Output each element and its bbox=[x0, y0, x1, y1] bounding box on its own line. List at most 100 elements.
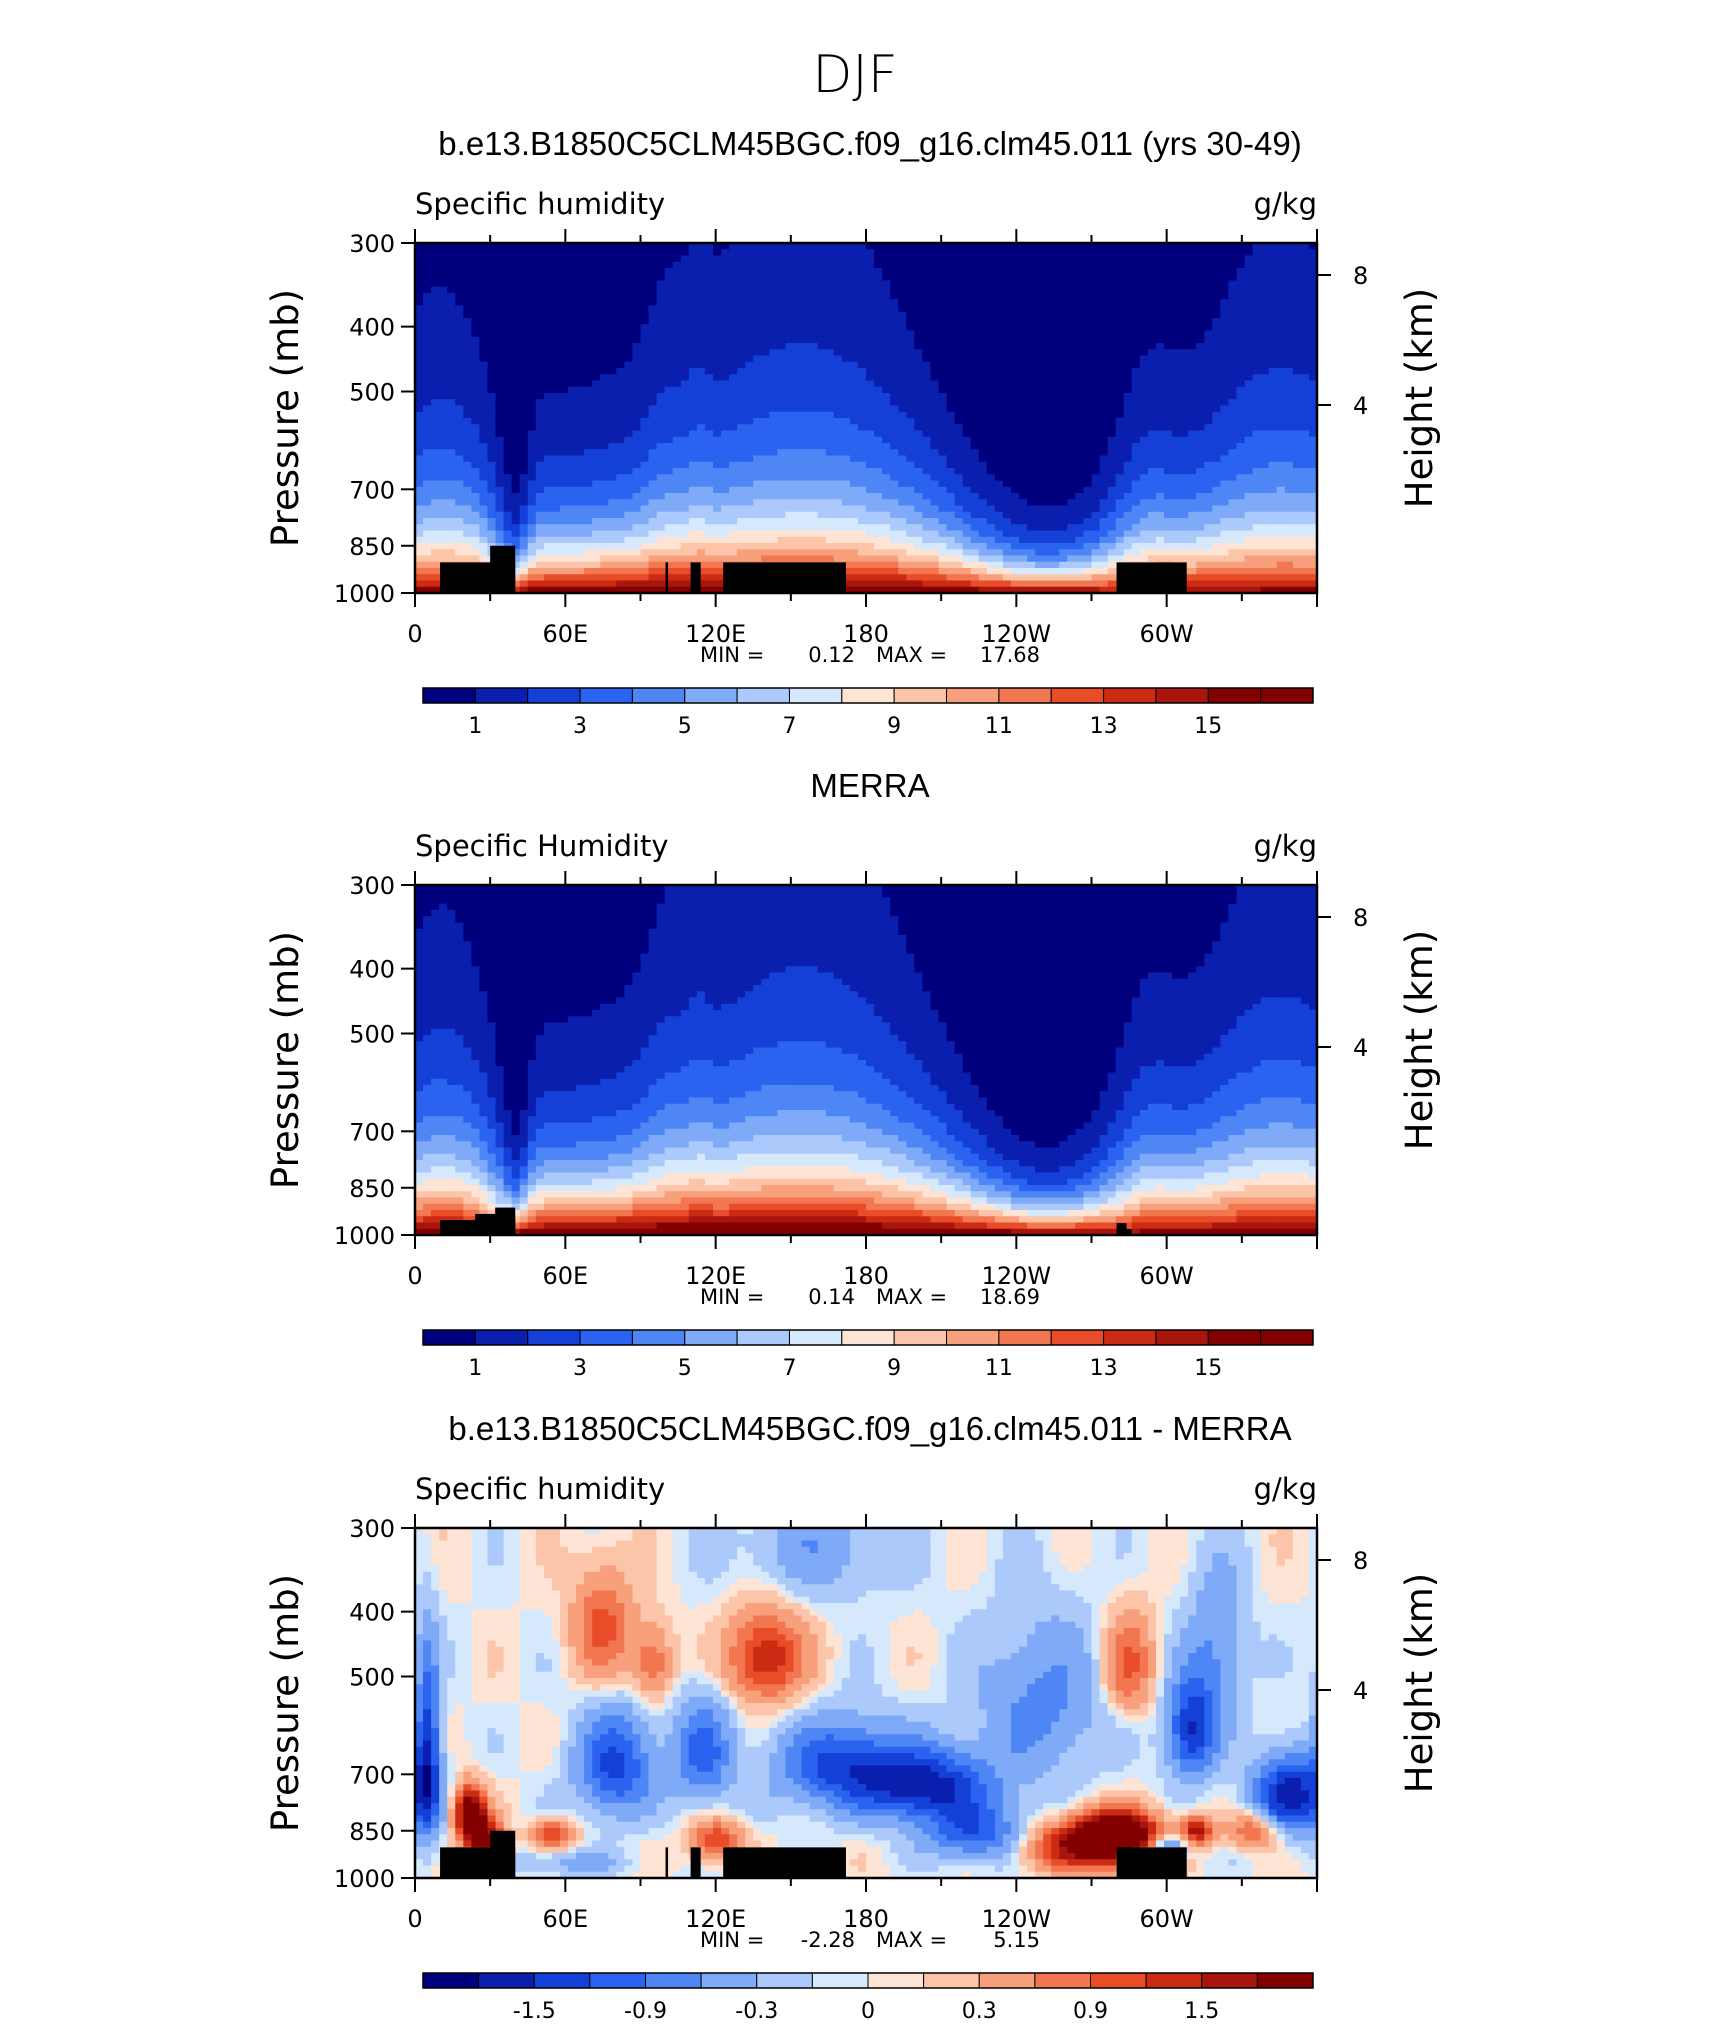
field-cell bbox=[543, 368, 553, 375]
field-cell bbox=[704, 311, 714, 319]
field-cell bbox=[1155, 374, 1165, 382]
field-cell bbox=[495, 380, 505, 388]
field-cell bbox=[463, 493, 472, 500]
field-cell bbox=[479, 399, 489, 407]
field-cell bbox=[592, 499, 601, 507]
field-cell bbox=[1180, 318, 1189, 325]
field-cell bbox=[986, 355, 996, 363]
field-cell bbox=[1268, 480, 1278, 488]
field-cell bbox=[946, 480, 956, 488]
field-cell bbox=[463, 430, 472, 438]
field-cell bbox=[1300, 355, 1310, 363]
field-cell bbox=[898, 286, 907, 294]
field-cell bbox=[688, 418, 698, 425]
field-cell bbox=[761, 486, 770, 494]
field-cell bbox=[874, 374, 883, 382]
field-cell bbox=[535, 336, 545, 344]
field-cell bbox=[1139, 405, 1149, 413]
field-cell bbox=[1228, 293, 1238, 300]
field-cell bbox=[906, 255, 915, 263]
field-cell bbox=[1188, 443, 1197, 450]
field-cell bbox=[648, 355, 658, 363]
field-cell bbox=[978, 349, 988, 357]
field-cell bbox=[970, 368, 980, 375]
field-cell bbox=[1075, 261, 1085, 269]
field-cell bbox=[1163, 274, 1173, 282]
field-cell bbox=[1212, 468, 1221, 475]
field-cell bbox=[930, 299, 940, 307]
field-cell bbox=[753, 436, 762, 444]
field-cell bbox=[890, 249, 899, 257]
field-cell bbox=[769, 386, 779, 394]
field-cell bbox=[1010, 324, 1020, 332]
field-cell bbox=[447, 311, 456, 319]
field-cell bbox=[648, 249, 658, 257]
field-cell bbox=[801, 280, 811, 288]
field-cell bbox=[882, 486, 891, 494]
field-cell bbox=[1139, 424, 1149, 432]
field-cell bbox=[1244, 443, 1254, 450]
field-cell bbox=[849, 393, 859, 400]
field-cell bbox=[817, 386, 827, 394]
field-cell bbox=[608, 418, 617, 425]
field-cell bbox=[1002, 468, 1012, 475]
field-cell bbox=[616, 468, 625, 475]
field-cell bbox=[721, 468, 730, 475]
field-cell bbox=[1252, 486, 1262, 494]
field-cell bbox=[576, 374, 585, 382]
field-cell bbox=[849, 305, 859, 313]
field-cell bbox=[841, 436, 851, 444]
field-cell bbox=[954, 399, 964, 407]
field-cell bbox=[1300, 293, 1310, 300]
field-cell bbox=[1099, 261, 1109, 269]
field-cell bbox=[423, 386, 432, 394]
field-cell bbox=[986, 274, 996, 282]
field-cell bbox=[1099, 374, 1109, 382]
field-cell bbox=[1059, 330, 1068, 338]
field-cell bbox=[1260, 480, 1270, 488]
field-cell bbox=[576, 349, 585, 357]
field-cell bbox=[503, 436, 513, 444]
field-cell bbox=[568, 443, 577, 450]
field-cell bbox=[568, 255, 577, 263]
field-cell bbox=[503, 418, 513, 425]
field-cell bbox=[1083, 424, 1093, 432]
field-cell bbox=[890, 418, 899, 425]
field-cell bbox=[946, 449, 956, 457]
field-cell bbox=[1163, 293, 1173, 300]
field-cell bbox=[495, 368, 505, 375]
field-cell bbox=[729, 299, 738, 307]
field-cell bbox=[704, 436, 714, 444]
field-cell bbox=[986, 424, 996, 432]
field-cell bbox=[1268, 424, 1278, 432]
field-cell bbox=[793, 324, 803, 332]
field-cell bbox=[882, 249, 891, 257]
field-cell bbox=[1107, 286, 1117, 294]
field-cell bbox=[906, 511, 915, 519]
field-cell bbox=[1308, 361, 1318, 369]
field-cell bbox=[423, 380, 432, 388]
field-cell bbox=[1099, 336, 1109, 344]
field-cell bbox=[632, 280, 642, 288]
field-cell bbox=[1131, 474, 1141, 482]
field-cell bbox=[616, 261, 625, 269]
field-cell bbox=[761, 318, 770, 325]
field-cell bbox=[616, 393, 625, 400]
field-cell bbox=[1107, 330, 1117, 338]
field-cell bbox=[962, 299, 972, 307]
field-cell bbox=[938, 399, 948, 407]
field-cell bbox=[495, 436, 505, 444]
field-cell bbox=[890, 324, 899, 332]
field-cell bbox=[1300, 255, 1310, 263]
field-cell bbox=[1260, 355, 1270, 363]
field-cell bbox=[825, 368, 835, 375]
field-cell bbox=[1220, 286, 1230, 294]
field-cell bbox=[1115, 336, 1125, 344]
field-cell bbox=[1308, 355, 1318, 363]
field-cell bbox=[592, 336, 601, 344]
field-cell bbox=[737, 249, 746, 257]
field-cell bbox=[1188, 243, 1197, 250]
field-cell bbox=[930, 305, 940, 313]
field-cell bbox=[423, 343, 432, 350]
field-cell bbox=[922, 424, 932, 432]
